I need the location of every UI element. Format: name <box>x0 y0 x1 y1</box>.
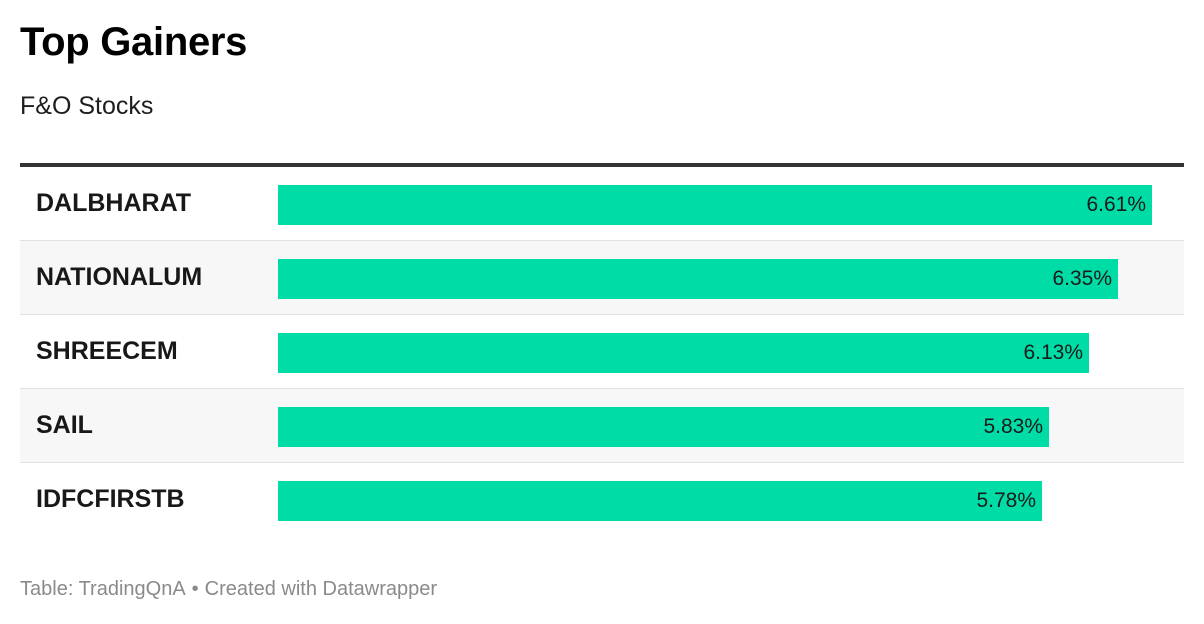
bar-value-label: 6.61% <box>1086 193 1146 216</box>
bar-track: 6.13% <box>278 333 1152 373</box>
bar-value-label: 5.83% <box>983 415 1043 438</box>
chart-footer: Table: TradingQnA • Created with Datawrapp… <box>20 578 437 601</box>
bar: 6.13% <box>278 333 1089 373</box>
bar: 5.83% <box>278 407 1049 447</box>
footer-separator: • <box>191 578 199 600</box>
bar-table: DALBHARAT 6.61% NATIONALUM 6.35% SHREECEM 6.1… <box>20 163 1184 536</box>
bar: 6.35% <box>278 259 1118 299</box>
table-row: SAIL 5.83% <box>20 389 1184 463</box>
bar-track: 6.61% <box>278 185 1152 225</box>
row-label: IDFCFIRSTB <box>36 485 185 513</box>
chart-subtitle: F&O Stocks <box>20 92 154 120</box>
bar-track: 5.83% <box>278 407 1152 447</box>
bar-track: 6.35% <box>278 259 1152 299</box>
footer-credit: Created with Datawrapper <box>204 578 438 600</box>
bar-track: 5.78% <box>278 481 1152 521</box>
footer-source: Table: TradingQnA <box>20 578 186 600</box>
bar-value-label: 5.78% <box>976 489 1036 512</box>
table-row: NATIONALUM 6.35% <box>20 241 1184 315</box>
row-label: NATIONALUM <box>36 263 203 291</box>
table-row: IDFCFIRSTB 5.78% <box>20 463 1184 536</box>
row-label: DALBHARAT <box>36 189 192 217</box>
row-label: SAIL <box>36 411 93 439</box>
bar: 5.78% <box>278 481 1042 521</box>
bar-value-label: 6.13% <box>1023 341 1083 364</box>
bar-value-label: 6.35% <box>1052 267 1112 290</box>
chart-title: Top Gainers <box>20 20 248 64</box>
table-row: DALBHARAT 6.61% <box>20 167 1184 241</box>
bar: 6.61% <box>278 185 1152 225</box>
row-label: SHREECEM <box>36 337 178 365</box>
table-row: SHREECEM 6.13% <box>20 315 1184 389</box>
